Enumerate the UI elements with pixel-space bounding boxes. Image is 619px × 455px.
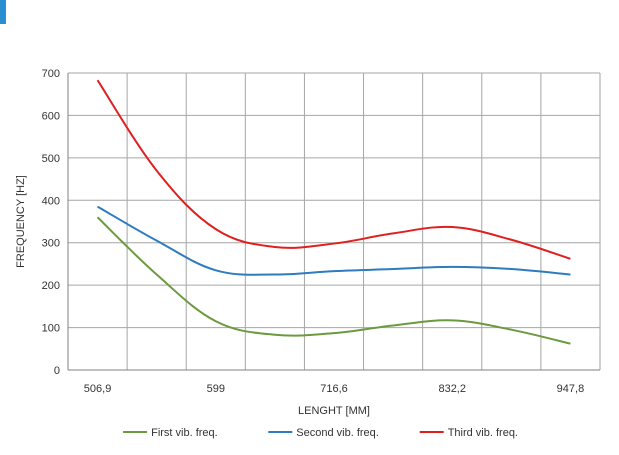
y-tick-label: 0 [54, 365, 60, 377]
y-tick-label: 400 [42, 195, 60, 207]
y-tick-label: 600 [42, 110, 60, 122]
legend-label: First vib. freq. [151, 427, 218, 439]
x-tick-label: 947,8 [557, 383, 585, 395]
x-tick-label: 716,6 [320, 383, 348, 395]
series-line-first-vib-freq [96, 216, 571, 345]
y-tick-label: 200 [42, 280, 60, 292]
x-tick-label: 599 [207, 383, 225, 395]
y-tick-label: 300 [42, 238, 60, 250]
x-tick-label: 506,9 [84, 383, 112, 395]
y-tick-label: 500 [42, 153, 60, 165]
y-tick-label: 700 [42, 68, 60, 80]
y-tick-label: 100 [42, 323, 60, 335]
series-line-third-vib-freq [96, 79, 571, 260]
series-line-second-vib-freq [97, 205, 571, 276]
legend-label: Third vib. freq. [448, 427, 518, 439]
x-axis-title: LENGHT [MM] [298, 405, 370, 417]
corner-accent-mark [0, 0, 6, 24]
y-axis-title: FREQUENCY [HZ] [15, 175, 27, 268]
x-tick-label: 832,2 [438, 383, 466, 395]
legend-label: Second vib. freq. [296, 427, 379, 439]
